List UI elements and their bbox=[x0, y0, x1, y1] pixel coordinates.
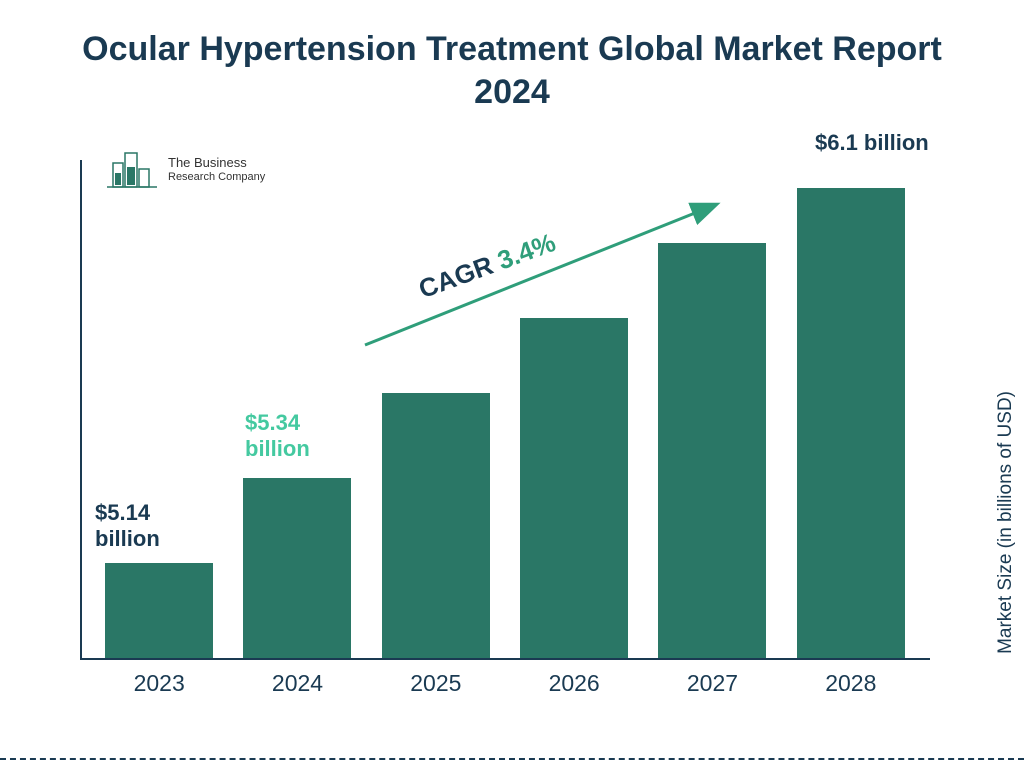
bar bbox=[520, 318, 628, 658]
x-labels-container: 202320242025202620272028 bbox=[80, 664, 930, 700]
bar-wrap bbox=[782, 160, 920, 658]
x-label: 2024 bbox=[228, 664, 366, 700]
value-label-2024: $5.34billion bbox=[245, 410, 310, 463]
x-label: 2026 bbox=[505, 664, 643, 700]
value-label-2028: $6.1 billion bbox=[815, 130, 929, 156]
footer-divider bbox=[0, 758, 1024, 760]
bar bbox=[243, 478, 351, 658]
x-label: 2023 bbox=[90, 664, 228, 700]
x-label: 2025 bbox=[367, 664, 505, 700]
chart-title: Ocular Hypertension Treatment Global Mar… bbox=[0, 0, 1024, 123]
x-axis bbox=[80, 658, 930, 660]
bar bbox=[105, 563, 213, 658]
x-label: 2027 bbox=[643, 664, 781, 700]
bar bbox=[382, 393, 490, 658]
value-label-2023: $5.14billion bbox=[95, 500, 160, 553]
cagr-annotation: CAGR 3.4% bbox=[350, 195, 730, 345]
y-axis-label: Market Size (in billions of USD) bbox=[995, 391, 1017, 654]
bar bbox=[797, 188, 905, 658]
bar-wrap bbox=[228, 160, 366, 658]
bar-wrap bbox=[90, 160, 228, 658]
cagr-arrow-icon bbox=[350, 195, 730, 355]
x-label: 2028 bbox=[782, 664, 920, 700]
